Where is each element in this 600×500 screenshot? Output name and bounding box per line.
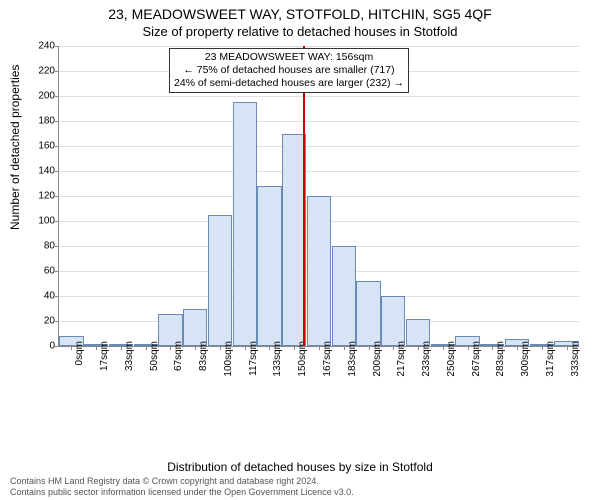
x-tick-mark [71, 346, 72, 350]
footer-line1: Contains HM Land Registry data © Crown c… [10, 476, 354, 487]
x-tick-label: 317sqm [545, 341, 556, 381]
histogram-bar [257, 186, 281, 346]
x-tick-mark [468, 346, 469, 350]
x-tick-label: 0sqm [74, 341, 85, 381]
x-tick-label: 67sqm [173, 341, 184, 381]
x-tick-label: 183sqm [347, 341, 358, 381]
footer-line2: Contains public sector information licen… [10, 487, 354, 498]
x-tick-mark [443, 346, 444, 350]
y-tick-label: 20 [29, 316, 55, 327]
grid-line [59, 121, 579, 122]
y-tick-label: 60 [29, 266, 55, 277]
y-tick-mark [55, 71, 59, 72]
grid-line [59, 171, 579, 172]
histogram-bar [307, 196, 331, 346]
y-tick-mark [55, 196, 59, 197]
grid-line [59, 46, 579, 47]
x-tick-label: 133sqm [272, 341, 283, 381]
x-tick-mark [294, 346, 295, 350]
x-tick-label: 233sqm [421, 341, 432, 381]
annotation-line1: 23 MEADOWSWEET WAY: 156sqm [174, 51, 404, 64]
x-tick-label: 83sqm [198, 341, 209, 381]
x-tick-mark [567, 346, 568, 350]
x-tick-mark [517, 346, 518, 350]
x-tick-mark [542, 346, 543, 350]
x-tick-label: 200sqm [372, 341, 383, 381]
x-tick-label: 283sqm [495, 341, 506, 381]
histogram-bar [332, 246, 356, 346]
grid-line [59, 146, 579, 147]
x-tick-mark [393, 346, 394, 350]
y-tick-label: 240 [29, 41, 55, 52]
y-tick-label: 120 [29, 191, 55, 202]
x-tick-label: 300sqm [520, 341, 531, 381]
x-tick-mark [121, 346, 122, 350]
annotation-line2: ← 75% of detached houses are smaller (71… [174, 64, 404, 77]
footer-attribution: Contains HM Land Registry data © Crown c… [10, 476, 354, 498]
title-subtitle: Size of property relative to detached ho… [0, 22, 600, 39]
x-tick-mark [96, 346, 97, 350]
y-tick-label: 220 [29, 66, 55, 77]
y-tick-mark [55, 346, 59, 347]
x-tick-mark [418, 346, 419, 350]
y-tick-mark [55, 246, 59, 247]
chart-area: 23 MEADOWSWEET WAY: 156sqm ← 75% of deta… [58, 46, 578, 406]
y-tick-mark [55, 146, 59, 147]
x-tick-label: 100sqm [223, 341, 234, 381]
y-tick-mark [55, 221, 59, 222]
y-tick-label: 100 [29, 216, 55, 227]
histogram-bar [381, 296, 405, 346]
x-tick-label: 50sqm [149, 341, 160, 381]
y-tick-mark [55, 96, 59, 97]
annotation-line3: 24% of semi-detached houses are larger (… [174, 77, 404, 90]
y-tick-mark [55, 321, 59, 322]
y-tick-mark [55, 46, 59, 47]
y-tick-label: 40 [29, 291, 55, 302]
y-tick-label: 160 [29, 141, 55, 152]
x-tick-mark [269, 346, 270, 350]
x-tick-mark [245, 346, 246, 350]
x-tick-mark [344, 346, 345, 350]
x-tick-mark [170, 346, 171, 350]
x-tick-label: 33sqm [124, 341, 135, 381]
x-axis-label: Distribution of detached houses by size … [0, 460, 600, 474]
y-tick-mark [55, 271, 59, 272]
y-tick-label: 180 [29, 116, 55, 127]
x-tick-label: 117sqm [248, 341, 259, 381]
title-address: 23, MEADOWSWEET WAY, STOTFOLD, HITCHIN, … [0, 0, 600, 22]
x-tick-mark [492, 346, 493, 350]
y-tick-mark [55, 171, 59, 172]
x-tick-label: 17sqm [99, 341, 110, 381]
x-tick-mark [195, 346, 196, 350]
y-tick-label: 140 [29, 166, 55, 177]
x-tick-mark [220, 346, 221, 350]
y-tick-label: 0 [29, 341, 55, 352]
plot-region: 23 MEADOWSWEET WAY: 156sqm ← 75% of deta… [58, 46, 579, 347]
x-tick-label: 167sqm [322, 341, 333, 381]
chart-container: 23, MEADOWSWEET WAY, STOTFOLD, HITCHIN, … [0, 0, 600, 500]
histogram-bar [233, 102, 257, 346]
x-tick-label: 217sqm [396, 341, 407, 381]
x-tick-mark [319, 346, 320, 350]
grid-line [59, 96, 579, 97]
y-tick-mark [55, 296, 59, 297]
x-tick-label: 333sqm [570, 341, 581, 381]
x-tick-label: 250sqm [446, 341, 457, 381]
y-tick-label: 200 [29, 91, 55, 102]
y-tick-label: 80 [29, 241, 55, 252]
x-tick-mark [146, 346, 147, 350]
x-tick-mark [369, 346, 370, 350]
histogram-bar [208, 215, 232, 346]
x-tick-label: 150sqm [297, 341, 308, 381]
y-axis-label: Number of detached properties [8, 65, 22, 230]
x-tick-label: 267sqm [471, 341, 482, 381]
annotation-box: 23 MEADOWSWEET WAY: 156sqm ← 75% of deta… [169, 48, 409, 93]
histogram-bar [356, 281, 380, 346]
y-tick-mark [55, 121, 59, 122]
